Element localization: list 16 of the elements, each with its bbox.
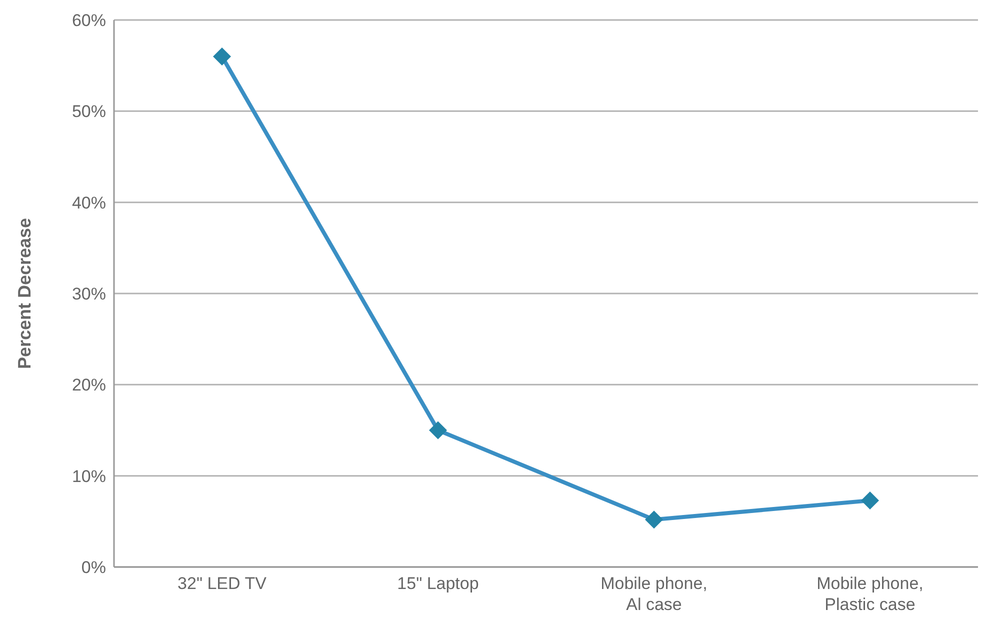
x-tick-label: 15" Laptop [397,574,479,593]
y-tick-label: 20% [72,376,106,395]
x-tick-label: Mobile phone, Plastic case [816,574,924,614]
y-tick-label: 30% [72,284,106,304]
x-tick-label: Mobile phone, Al case [600,574,708,614]
y-axis-title: Percent Decrease [14,218,34,370]
y-tick-label: 0% [81,558,106,578]
y-tick-label: 50% [72,102,106,122]
point [645,510,663,529]
x-tick-label: 32" LED TV [178,574,268,593]
y-tick-label: 10% [72,466,106,486]
point [429,421,447,440]
y-tick-label: 60% [72,11,106,30]
y-tick-label: 40% [72,193,106,212]
point [213,47,231,66]
point [861,491,879,510]
